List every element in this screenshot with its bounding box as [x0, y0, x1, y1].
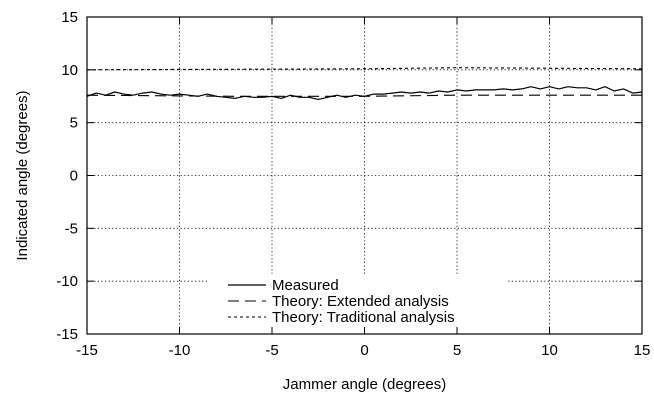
series-lines: [86, 67, 643, 101]
x-tick-label: 15: [634, 342, 651, 359]
y-tick-label: 10: [61, 62, 78, 79]
x-tick-label: 0: [360, 342, 368, 359]
y-tick-label: 15: [61, 9, 78, 26]
x-tick-label: 5: [453, 342, 461, 359]
x-tick-label: -5: [265, 342, 278, 359]
y-tick-label: -15: [56, 326, 78, 343]
x-tick-label: 10: [541, 342, 558, 359]
axis-ticks: [86, 16, 643, 335]
legend-label: Measured: [272, 277, 339, 294]
series-line-dashed: [86, 94, 642, 97]
series-line-dotted: [86, 67, 643, 71]
x-axis-label: Jammer angle (degrees): [283, 376, 446, 393]
y-tick-label: -5: [65, 220, 78, 237]
y-tick-label: 5: [70, 115, 78, 132]
y-tick-labels: -15 -10 -5 0 5 10 15: [56, 9, 78, 343]
x-tick-label: -15: [76, 342, 98, 359]
y-tick-label: 0: [70, 168, 78, 185]
y-axis-label: Indicated angle (degrees): [14, 90, 31, 260]
legend-label: Theory: Traditional analysis: [272, 309, 455, 326]
x-tick-labels: -15 -10 -5 0 5 10 15: [76, 342, 650, 359]
legend-box: [208, 274, 508, 328]
x-tick-label: -10: [169, 342, 191, 359]
y-tick-label: -10: [56, 273, 78, 290]
legend-label: Theory: Extended analysis: [272, 293, 449, 310]
